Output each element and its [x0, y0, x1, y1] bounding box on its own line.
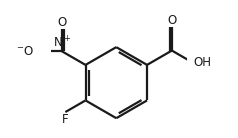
Text: $^{-}$O: $^{-}$O [16, 45, 34, 58]
Text: OH: OH [193, 56, 211, 69]
Text: F: F [62, 113, 69, 126]
Text: O: O [57, 16, 66, 29]
Text: O: O [167, 14, 177, 27]
Text: N$^+$: N$^+$ [53, 35, 71, 51]
